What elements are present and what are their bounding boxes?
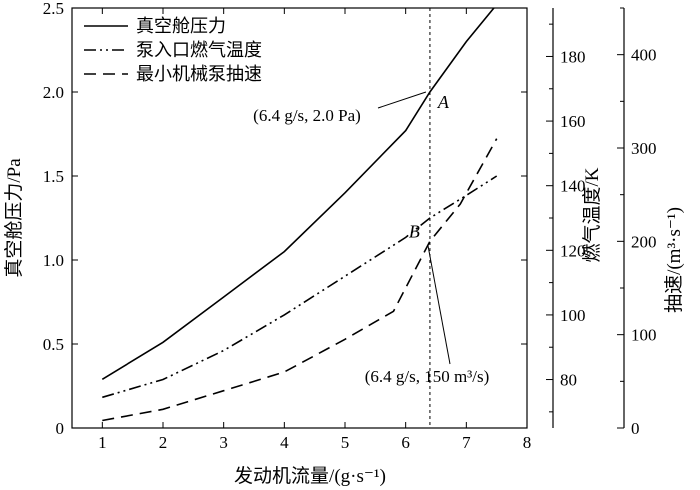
x-tick-label: 4 (280, 433, 289, 452)
temp-tick-label: 100 (560, 306, 586, 325)
legend-label-2: 泵入口燃气温度 (136, 40, 262, 60)
speed-tick-label: 400 (631, 46, 657, 65)
annotation-leader-a (377, 91, 427, 109)
x-tick-label: 8 (523, 433, 532, 452)
x-tick-label: 2 (159, 433, 168, 452)
speed-axis-title: 抽速/(m³·s⁻¹) (663, 207, 685, 313)
x-tick-label: 5 (341, 433, 350, 452)
series-line-2 (102, 175, 498, 399)
annotation-layer: A (6.4 g/s, 2.0 Pa) B (6.4 g/s, 150 m³/s) (253, 8, 489, 428)
speed-tick-label: 200 (631, 232, 657, 251)
left-tick-label: 2.5 (43, 0, 64, 18)
x-tick-label: 1 (98, 433, 107, 452)
annotation-leader-b (427, 245, 451, 365)
left-axis-title: 真空舱压力/Pa (3, 158, 25, 278)
temp-tick-label: 140 (560, 177, 586, 196)
point-label-a: A (437, 92, 450, 112)
annotation-a: (6.4 g/s, 2.0 Pa) (253, 106, 361, 125)
x-tick-label: 7 (462, 433, 471, 452)
temp-tick-label: 180 (560, 47, 586, 66)
temp-axis-title: 燃气温度/K (581, 167, 603, 262)
legend-label-1: 真空舱压力 (136, 16, 226, 36)
temp-tick-label: 80 (560, 371, 577, 390)
left-tick-label: 1.5 (43, 167, 64, 186)
plot-area-border (71, 7, 528, 429)
speed-tick-label: 300 (631, 139, 657, 158)
series-layer (101, 8, 498, 422)
x-axis-title: 发动机流量/(g·s⁻¹) (234, 465, 386, 487)
temp-tick-label: 160 (560, 112, 586, 131)
left-tick-label: 0.5 (43, 335, 64, 354)
series-line-1 (101, 8, 495, 380)
tick-layer: 1 2 3 4 5 6 7 800.51.01.52.02.58010012014016018… (43, 0, 657, 452)
temp-tick-label: 120 (560, 241, 586, 260)
series-line-3 (102, 138, 498, 422)
left-tick-label: 2.0 (43, 83, 64, 102)
left-tick-label: 0 (56, 419, 65, 438)
left-tick-label: 1.0 (43, 251, 64, 270)
point-label-b: B (409, 221, 420, 241)
x-tick-label: 6 (401, 433, 410, 452)
annotation-b: (6.4 g/s, 150 m³/s) (365, 367, 490, 386)
speed-tick-label: 0 (631, 419, 640, 438)
speed-tick-label: 100 (631, 326, 657, 345)
legend-label-3: 最小机械泵抽速 (136, 64, 262, 84)
x-tick-label: 3 (219, 433, 228, 452)
